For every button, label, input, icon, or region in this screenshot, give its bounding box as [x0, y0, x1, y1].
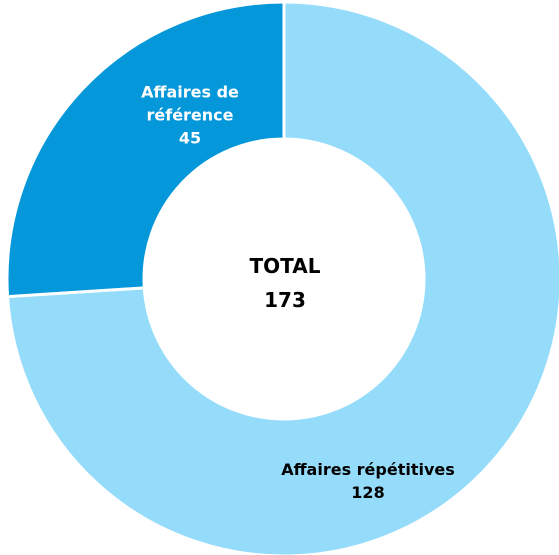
center-value: 173 [264, 288, 306, 312]
center-label: TOTAL [249, 254, 321, 278]
center: TOTAL 173 [250, 249, 321, 317]
category-label: Affaires de référence [141, 82, 239, 125]
segment-label: Affaires de référence 45 [125, 81, 255, 150]
category-label: Affaires répétitives [281, 460, 455, 479]
donut-segment [5, 0, 286, 299]
donut-segment [5, 0, 559, 555]
value-label: 128 [351, 483, 385, 502]
value-label: 45 [178, 128, 202, 148]
segment-label: Affaires répétitives 128 [253, 458, 483, 504]
